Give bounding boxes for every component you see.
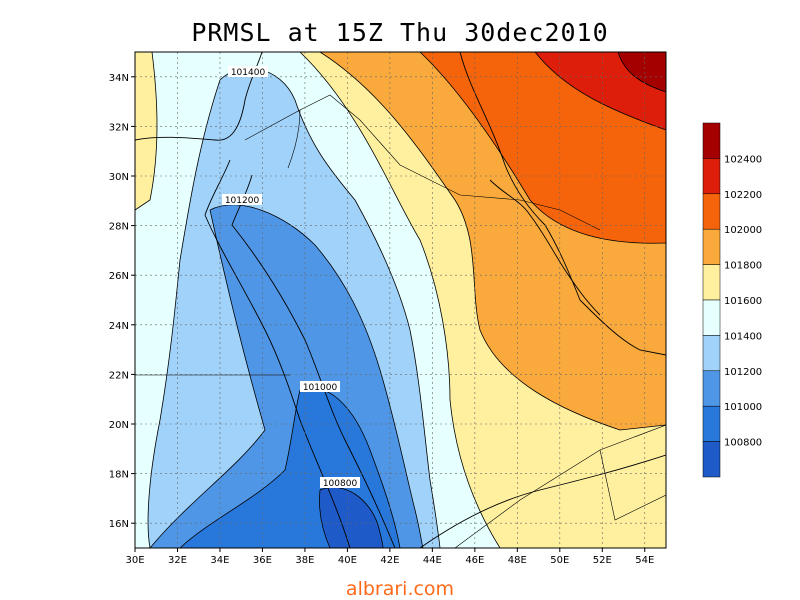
lon-tick-label: 46E [465,555,484,566]
legend-label: 101800 [724,261,762,272]
field-100600 [319,487,383,548]
contour-label: 101000 [303,383,338,393]
field-west-strip [135,52,157,210]
lon-tick-label: 30E [125,555,144,566]
contour-label-box [228,66,268,77]
lon-tick-label: 50E [550,555,569,566]
legend-label: 102400 [724,154,762,165]
legend-label: 101200 [724,367,762,378]
lon-tick-label: 36E [253,555,272,566]
lat-tick-label: 18N [109,470,129,481]
lat-tick-label: 22N [109,370,129,381]
lat-tick-label: 30N [109,172,129,183]
lon-tick-label: 32E [168,555,187,566]
legend-swatch [702,122,721,159]
latitude-axis: 34N 32N 30N 28N 26N 24N 22N 20N 18N 16N [109,73,135,530]
field-102400 [618,52,666,92]
legend-label: 102000 [724,225,762,236]
legend-swatch [702,264,721,301]
legend-swatch [702,193,721,230]
pressure-fields [135,52,666,548]
contour-label: 101400 [231,68,266,78]
coastlines [135,52,666,548]
map-frame [134,51,667,549]
legend-label: 101600 [724,296,762,307]
lat-tick-label: 32N [109,122,129,133]
lat-tick-label: 20N [109,420,129,431]
lon-tick-label: 34E [210,555,229,566]
legend-label: 100800 [724,438,762,449]
legend-swatch [702,299,721,336]
legend-label: 102200 [724,190,762,201]
legend-swatch [702,228,721,265]
legend-swatch [702,370,721,407]
legend-swatch [702,405,721,442]
legend-swatch [702,441,721,478]
contour-label-box [320,477,360,488]
lon-tick-label: 52E [593,555,612,566]
lat-tick-label: 26N [109,271,129,282]
contour-label-box [222,194,262,205]
contour-labels: 101400 101200 101000 100800 [222,66,360,489]
legend-swatch [702,335,721,372]
contour-label: 101200 [225,196,260,206]
lat-tick-label: 34N [109,73,129,84]
legend-label: 101400 [724,331,762,342]
lat-tick-label: 24N [109,321,129,332]
legend-swatch [702,158,721,195]
legend-label: 101000 [724,402,762,413]
site-watermark: albrari.com [345,578,455,600]
color-legend: 102400 102200 102000 101800 101600 101400 1012… [702,122,762,478]
contour-label: 100800 [323,479,358,489]
isobars [135,52,666,548]
contour-label-box [300,381,340,392]
lat-tick-label: 16N [109,519,129,530]
lat-tick-label: 28N [109,222,129,233]
lon-tick-label: 44E [423,555,442,566]
lon-tick-label: 42E [380,555,399,566]
lon-tick-label: 40E [338,555,357,566]
lon-tick-label: 48E [508,555,527,566]
longitude-axis: 30E 32E 34E 36E 38E 40E 42E 44E 46E 48E 50E 52E 54E [125,548,654,566]
lon-tick-label: 38E [295,555,314,566]
graticule [135,52,666,548]
map-title: PRMSL at 15Z Thu 30dec2010 [191,18,609,47]
lon-tick-label: 54E [635,555,654,566]
